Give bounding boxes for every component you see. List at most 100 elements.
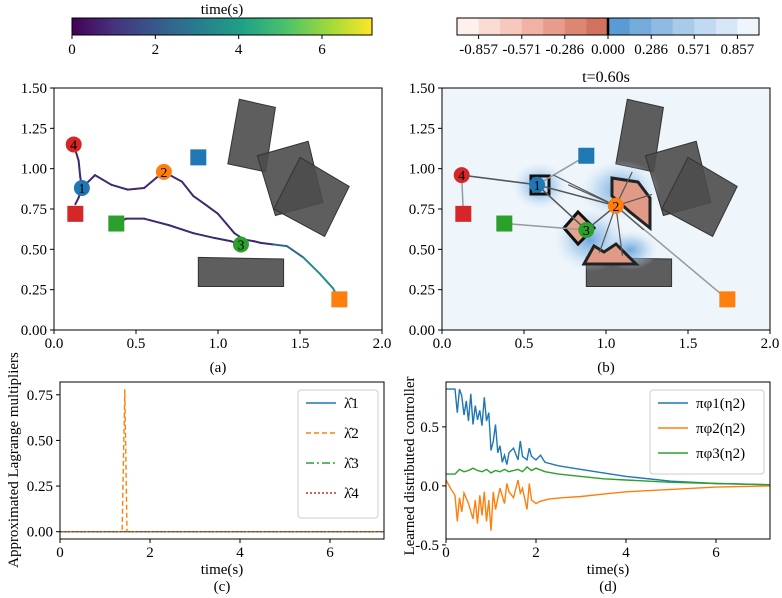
y-tick-label: 1.25 bbox=[21, 121, 47, 137]
x-tick-label: 1.5 bbox=[679, 336, 698, 352]
x-tick-label: 2 bbox=[146, 545, 154, 561]
x-tick-label: 0 bbox=[442, 545, 450, 561]
legend-entry: λ̂1 bbox=[344, 396, 359, 412]
agent-id-label: 4 bbox=[458, 169, 465, 184]
y-tick-label: 0.50 bbox=[409, 242, 435, 258]
x-tick-label: 0.5 bbox=[127, 336, 146, 352]
trajectory-segment bbox=[143, 217, 170, 227]
x-tick-label: 6 bbox=[326, 545, 334, 561]
y-tick-label: 0.75 bbox=[409, 202, 435, 218]
agent-marker bbox=[73, 180, 90, 197]
panel-c-xlabel: time(s) bbox=[201, 562, 244, 578]
x-tick-label: 2.0 bbox=[761, 336, 780, 352]
x-tick-label: 6 bbox=[712, 545, 720, 561]
panel-d-label: (d) bbox=[599, 579, 617, 595]
goal-marker bbox=[67, 205, 84, 222]
y-tick-label: 1.50 bbox=[21, 81, 47, 97]
colorbar-tick-label: 0 bbox=[68, 42, 76, 58]
obstacle bbox=[197, 256, 285, 287]
trajectory-segment bbox=[213, 237, 233, 243]
y-tick-label: 1.00 bbox=[21, 162, 47, 178]
sensor-ray bbox=[598, 205, 617, 253]
agent-marker bbox=[529, 176, 546, 193]
y-tick-label: 0.75 bbox=[21, 202, 47, 218]
colorbar-tick-label: 0.286 bbox=[634, 42, 668, 58]
colorbar-tick-label: 0.000 bbox=[591, 42, 625, 58]
agent-marker bbox=[578, 221, 595, 238]
colorbar-tick-label: -0.286 bbox=[545, 42, 584, 58]
trajectory-segment bbox=[180, 180, 195, 198]
agent-id-label: 1 bbox=[78, 182, 85, 197]
goal-marker bbox=[496, 215, 513, 232]
y-tick-label: 0.00 bbox=[409, 323, 435, 339]
y-tick-label: 0.25 bbox=[27, 479, 53, 495]
y-tick-label: -0.5 bbox=[415, 538, 439, 554]
trajectory-segment bbox=[217, 212, 228, 225]
trajectory-segment bbox=[77, 159, 82, 178]
panel-d-controller: 0 2 4 6 -0.5 0.0 0.5 time(s) (d) Learned distr… bbox=[402, 376, 771, 595]
x-tick-label: 1.5 bbox=[291, 336, 310, 352]
panel-a-trajectories: 1 2 3 4 0.0 0.5 1.0 1.5 2.0 0.00 0.25 0.50 0.75 1.00… bbox=[21, 81, 392, 376]
legend-entry: πφ3(η2) bbox=[696, 446, 745, 462]
panel-b-label: (b) bbox=[597, 360, 615, 376]
x-tick-label: 2.0 bbox=[373, 336, 392, 352]
trajectory-segment bbox=[192, 195, 206, 206]
trajectory-segment bbox=[259, 241, 275, 246]
sensor-ray bbox=[615, 205, 623, 256]
legend-entry: πφ1(η2) bbox=[696, 396, 745, 412]
series-line bbox=[446, 466, 770, 486]
colorbar-cell bbox=[564, 18, 587, 35]
panel-d-legend: πφ1(η2) πφ2(η2) πφ3(η2) bbox=[649, 389, 765, 475]
panel-a-label: (a) bbox=[210, 360, 227, 376]
colorbar-cell bbox=[457, 18, 480, 35]
x-tick-label: 0 bbox=[56, 545, 64, 561]
obstacle bbox=[661, 156, 738, 238]
agent-marker bbox=[65, 136, 82, 153]
legend-entry: λ̂3 bbox=[344, 456, 359, 472]
goal-marker bbox=[578, 147, 595, 164]
legend-frame bbox=[297, 389, 379, 519]
y-tick-label: 0.75 bbox=[27, 388, 53, 404]
trajectory-segment bbox=[302, 256, 321, 275]
x-tick-label: 2 bbox=[532, 545, 540, 561]
agent-id-label: 1 bbox=[534, 179, 541, 194]
time-colorbar-label: time(s) bbox=[201, 2, 244, 18]
x-tick-label: 0.0 bbox=[433, 336, 452, 352]
density-colorbar: -0.857 -0.571 -0.286 0.000 0.286 0.571 0.857 bbox=[456, 17, 760, 58]
x-tick-label: 0.0 bbox=[45, 336, 64, 352]
y-tick-label: 1.25 bbox=[409, 121, 435, 137]
trajectory-segment bbox=[203, 203, 219, 215]
agent-marker bbox=[607, 197, 624, 214]
colorbar-cell bbox=[543, 18, 566, 35]
colorbar-cell bbox=[608, 18, 631, 35]
trajectory-segment bbox=[272, 243, 288, 248]
x-tick-label: 1.0 bbox=[209, 336, 228, 352]
sensor-ray bbox=[568, 184, 617, 207]
agent-marker bbox=[155, 163, 172, 180]
agent-marker bbox=[232, 236, 249, 253]
goal-marker bbox=[108, 215, 125, 232]
colorbar-cell bbox=[478, 18, 501, 35]
y-tick-label: 0.0 bbox=[420, 479, 439, 495]
y-tick-label: 0.00 bbox=[27, 525, 53, 541]
agent-link bbox=[461, 174, 538, 186]
colorbar-cell bbox=[672, 18, 695, 35]
agent-id-label: 3 bbox=[237, 238, 244, 253]
colorbar-cell bbox=[629, 18, 652, 35]
goal-link bbox=[536, 155, 587, 186]
goal-link bbox=[504, 222, 587, 231]
x-tick-label: 1.0 bbox=[597, 336, 616, 352]
agent-id-label: 3 bbox=[583, 224, 590, 239]
agent-id-label: 2 bbox=[612, 200, 619, 215]
legend-entry: λ̂4 bbox=[344, 486, 359, 502]
time-colorbar: time(s) 0 2 4 6 bbox=[68, 2, 373, 58]
y-tick-label: 0.25 bbox=[409, 283, 435, 299]
colorbar-cell bbox=[651, 18, 674, 35]
y-tick-label: 1.00 bbox=[409, 162, 435, 178]
panel-c-lagrange: 0 2 4 6 0.00 0.25 0.50 0.75 time(s) (c) Approxi… bbox=[6, 352, 385, 595]
goal-marker bbox=[190, 149, 207, 166]
trajectory-segment bbox=[110, 183, 129, 191]
y-tick-label: 0.50 bbox=[27, 433, 53, 449]
